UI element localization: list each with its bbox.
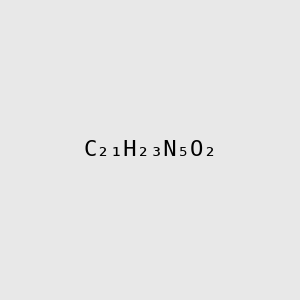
- Text: C₂₁H₂₃N₅O₂: C₂₁H₂₃N₅O₂: [83, 140, 217, 160]
